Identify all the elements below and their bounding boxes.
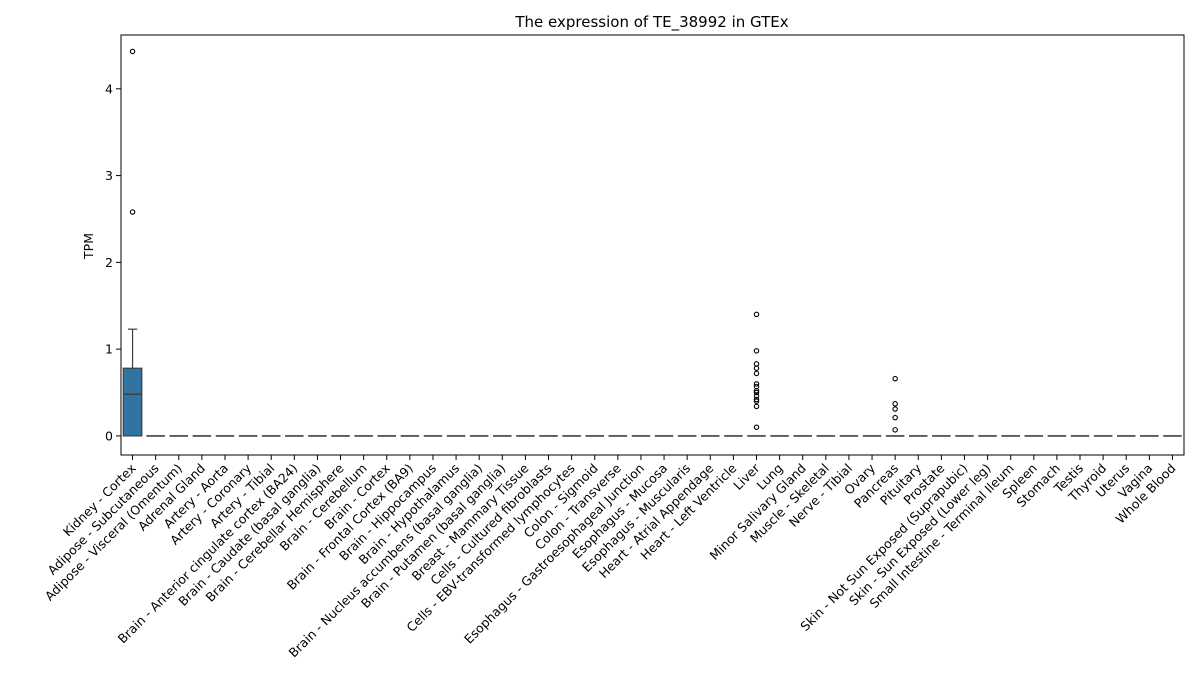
plot-frame	[120, 34, 1185, 456]
outlier-point	[753, 393, 760, 399]
outlier-point	[753, 398, 760, 404]
outlier-point	[753, 370, 760, 377]
outlier-point	[753, 311, 760, 318]
y-tick-label: 0	[105, 428, 113, 443]
outlier-point	[892, 406, 898, 412]
y-tick-label: 4	[105, 81, 113, 96]
outlier-point	[753, 365, 760, 371]
outlier-point	[892, 414, 898, 421]
outlier-point	[753, 383, 760, 390]
outlier-point	[892, 427, 898, 433]
outlier-point	[753, 424, 760, 430]
outlier-point	[753, 361, 760, 367]
chart-title: The expression of TE_38992 in GTEx	[514, 13, 788, 32]
outlier-point	[753, 348, 760, 354]
outlier-point	[892, 401, 898, 407]
y-tick-label: 1	[105, 342, 113, 357]
box	[122, 367, 143, 437]
outlier-point	[129, 209, 136, 215]
outlier-point	[753, 396, 760, 403]
outlier-point	[892, 375, 898, 382]
y-tick-label: 2	[105, 255, 113, 270]
outlier-point	[129, 48, 136, 55]
outlier-point	[753, 403, 760, 410]
y-axis-label: TPM	[81, 233, 96, 260]
outlier-point	[753, 381, 760, 387]
y-tick-label: 3	[105, 168, 113, 183]
outlier-point	[753, 389, 760, 396]
